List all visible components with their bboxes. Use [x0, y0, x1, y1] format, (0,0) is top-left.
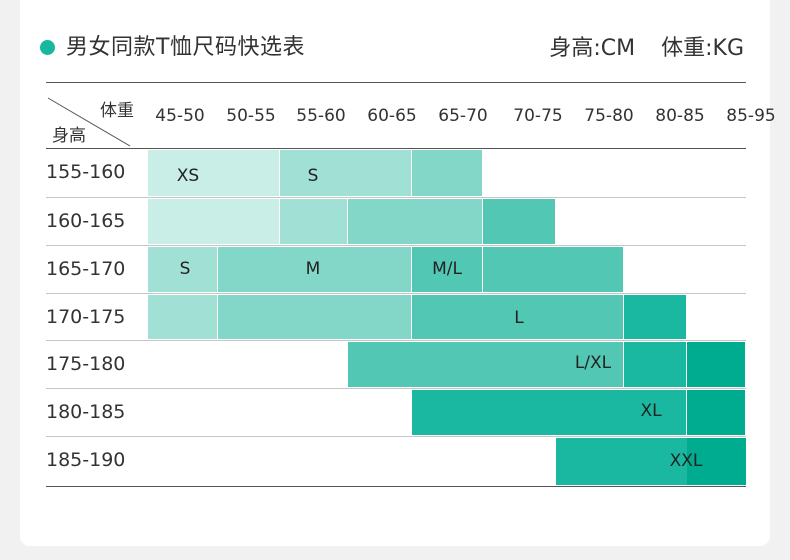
size-label: XS	[176, 166, 200, 186]
row-divider	[46, 486, 746, 487]
row-header-height: 175-180	[46, 353, 126, 375]
column-header-weight: 55-60	[296, 106, 346, 126]
column-header-weight: 85-95	[726, 106, 776, 126]
size-cell	[148, 150, 279, 196]
size-label: S	[307, 166, 319, 186]
corner-diagonal-line	[47, 97, 131, 147]
size-cell	[483, 199, 555, 244]
row-divider	[46, 340, 746, 341]
size-cell	[412, 150, 482, 196]
row-divider	[46, 388, 746, 389]
column-header-weight: 60-65	[367, 106, 417, 126]
size-cell	[348, 199, 482, 244]
units-legend: 身高:CM 体重:KG	[480, 30, 744, 62]
table-corner-header: 体重 身高	[46, 96, 134, 148]
size-label: M/L	[432, 259, 462, 279]
column-header-weight: 75-80	[584, 106, 634, 126]
row-divider	[46, 245, 746, 246]
size-cell	[218, 295, 411, 339]
row-header-height: 165-170	[46, 258, 126, 280]
size-cell	[280, 199, 347, 244]
column-header-weight: 80-85	[655, 106, 705, 126]
column-header-weight: 50-55	[226, 106, 276, 126]
row-header-height: 155-160	[46, 161, 126, 183]
size-cell	[687, 438, 746, 485]
size-cell	[687, 390, 745, 435]
size-label: M	[305, 259, 321, 279]
size-label: L	[514, 308, 524, 328]
title-dot-icon	[40, 40, 55, 55]
size-cell	[280, 150, 411, 196]
row-divider	[46, 197, 746, 198]
weight-unit: 体重:KG	[661, 36, 744, 61]
header-divider	[46, 148, 746, 149]
size-cell	[483, 247, 623, 292]
size-cell	[218, 247, 411, 292]
column-header-weight: 45-50	[155, 106, 205, 126]
size-cell	[412, 390, 686, 435]
size-cell	[687, 342, 745, 387]
size-cell	[624, 295, 686, 339]
row-header-height: 160-165	[46, 210, 126, 232]
size-cell	[148, 295, 217, 339]
height-unit: 身高:CM	[549, 36, 636, 61]
size-cell	[148, 199, 279, 244]
size-cell	[412, 247, 482, 292]
row-divider	[46, 293, 746, 294]
corner-weight-label: 体重	[100, 101, 134, 121]
row-header-height: 180-185	[46, 401, 126, 423]
chart-title: 男女同款T恤尺码快选表	[66, 35, 305, 60]
size-label: XXL	[669, 451, 703, 471]
size-cell	[148, 247, 217, 292]
size-cell	[348, 342, 623, 387]
size-cell	[412, 295, 623, 339]
column-header-weight: 70-75	[513, 106, 563, 126]
row-header-height: 185-190	[46, 449, 126, 471]
row-header-height: 170-175	[46, 306, 126, 328]
size-label: L/XL	[574, 353, 612, 373]
corner-height-label: 身高	[52, 126, 86, 146]
size-cell	[624, 342, 686, 387]
column-header-weight: 65-70	[438, 106, 488, 126]
size-label: XL	[640, 401, 662, 421]
size-label: S	[179, 259, 191, 279]
row-divider	[46, 436, 746, 437]
title-divider	[46, 82, 746, 83]
